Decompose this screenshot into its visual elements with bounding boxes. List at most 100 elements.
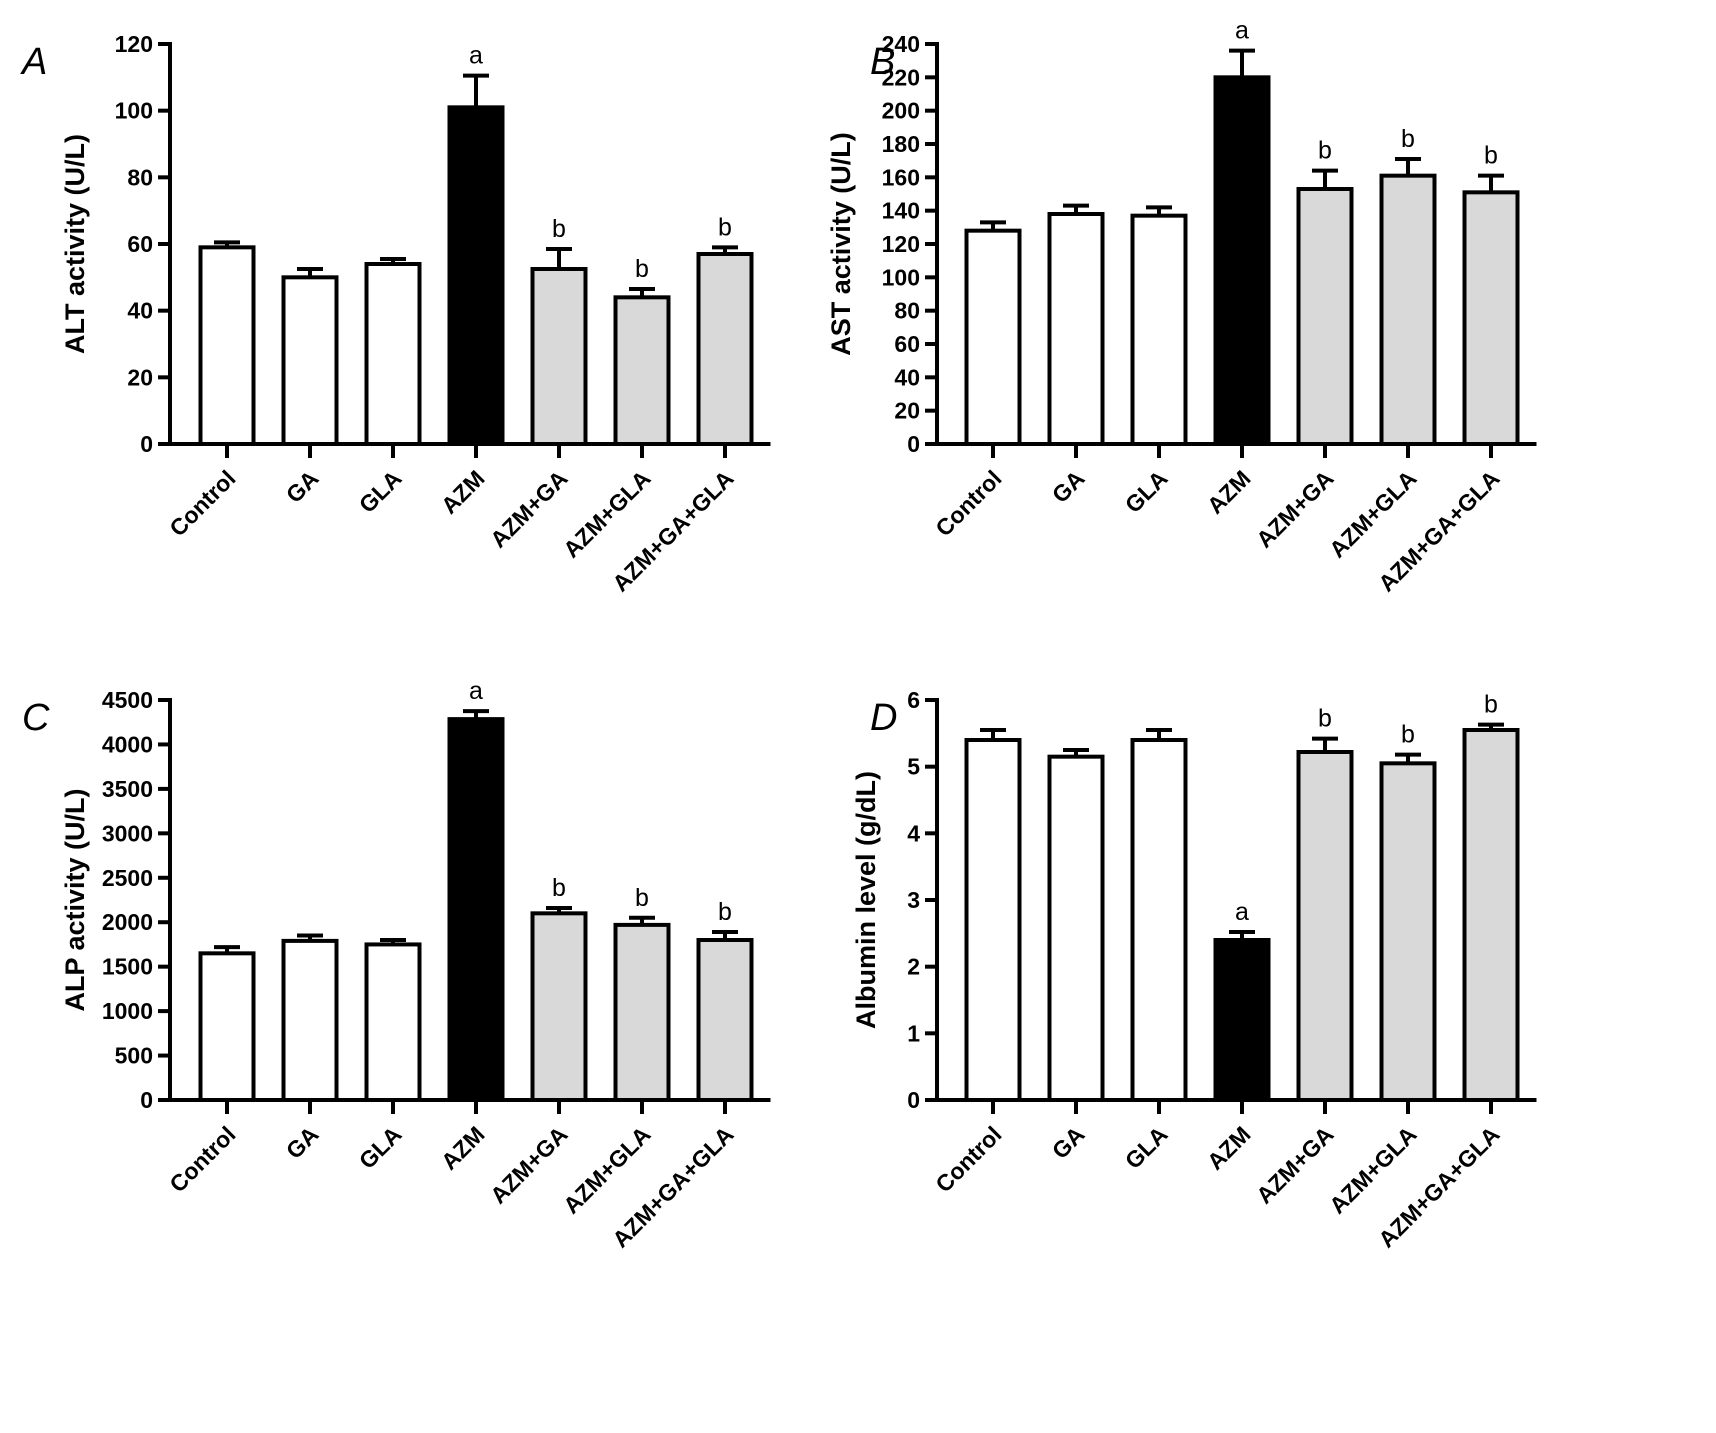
x-tick-label: AZM+GA	[485, 465, 573, 553]
bar	[364, 262, 422, 446]
significance-label: a	[1235, 17, 1249, 45]
significance-label: b	[1484, 142, 1498, 170]
x-tick-label: GLA	[1120, 465, 1173, 518]
x-tick-label: GLA	[354, 465, 407, 518]
x-tick-label: GLA	[354, 1121, 407, 1174]
bar	[1296, 750, 1354, 1102]
bar	[198, 951, 256, 1102]
panel-a-alt: A ALT activity (U/L) Control GA GLA a AZM b AZM+…	[20, 31, 771, 596]
panel-letter: D	[870, 697, 897, 739]
bar	[1462, 190, 1520, 446]
bar	[1379, 761, 1437, 1102]
y-tick-label: 0	[140, 431, 153, 457]
x-tick-label: AZM+GA	[1251, 1121, 1339, 1209]
bar	[447, 105, 505, 446]
bar	[696, 252, 754, 446]
y-tick-label: 0	[907, 431, 920, 457]
y-tick-label: 0	[907, 1087, 920, 1113]
bar	[1047, 212, 1105, 446]
y-tick-label: 120	[882, 231, 920, 257]
panel-b-ast: B AST activity (U/L) Control GA GLA a AZM b AZM+…	[826, 17, 1537, 596]
bar	[281, 275, 339, 447]
significance-label: b	[1318, 705, 1332, 733]
x-tick-label: Control	[930, 465, 1006, 541]
y-tick-label: 2500	[102, 865, 153, 891]
significance-label: b	[552, 874, 566, 902]
bar	[530, 267, 588, 446]
significance-label: b	[1484, 691, 1498, 719]
significance-label: b	[635, 255, 649, 283]
significance-label: b	[718, 898, 732, 926]
x-tick-label: GA	[281, 1121, 324, 1164]
x-tick-label: Control	[164, 465, 240, 541]
y-tick-label: 140	[882, 198, 920, 224]
x-tick-label: AZM	[436, 465, 490, 519]
bar	[447, 717, 505, 1102]
y-tick-label: 2000	[102, 909, 153, 935]
significance-label: b	[635, 884, 649, 912]
panel-letter: B	[870, 41, 895, 83]
y-tick-label: 0	[140, 1087, 153, 1113]
x-tick-label: GLA	[1120, 1121, 1173, 1174]
bar	[364, 942, 422, 1103]
bar	[964, 738, 1022, 1102]
bar	[613, 295, 671, 447]
y-tick-label: 4500	[102, 687, 153, 713]
y-axis-title: ALT activity (U/L)	[60, 134, 90, 354]
x-tick-label: GA	[1047, 465, 1090, 508]
bar	[696, 938, 754, 1102]
bar	[1130, 213, 1188, 446]
significance-label: b	[1401, 125, 1415, 153]
panel-letter: A	[20, 41, 47, 83]
significance-label: a	[1235, 898, 1249, 926]
x-tick-label: AZM+GA	[485, 1121, 573, 1209]
y-tick-label: 240	[882, 31, 920, 57]
y-tick-label: 2	[907, 954, 920, 980]
panel-c-alp: C ALP activity (U/L) Control GA GLA a AZM b AZM+…	[22, 677, 771, 1252]
y-tick-label: 1000	[102, 998, 153, 1024]
bar	[1047, 754, 1105, 1103]
significance-label: b	[1318, 137, 1332, 165]
x-tick-label: AZM	[1202, 465, 1256, 519]
significance-label: b	[552, 215, 566, 243]
y-tick-label: 1500	[102, 954, 153, 980]
y-tick-label: 60	[127, 231, 153, 257]
y-tick-label: 40	[894, 364, 920, 390]
y-tick-label: 500	[115, 1043, 153, 1069]
x-tick-label: GA	[281, 465, 324, 508]
y-tick-label: 80	[127, 164, 153, 190]
y-axis-title: Albumin level (g/dL)	[851, 771, 881, 1029]
significance-label: a	[469, 677, 483, 705]
x-tick-label: Control	[930, 1121, 1006, 1197]
y-tick-label: 100	[882, 264, 920, 290]
bar	[613, 922, 671, 1103]
y-tick-label: 100	[115, 98, 153, 124]
x-tick-label: GA	[1047, 1121, 1090, 1164]
y-tick-label: 3000	[102, 820, 153, 846]
y-tick-label: 3500	[102, 776, 153, 802]
y-tick-label: 4000	[102, 731, 153, 757]
y-tick-label: 20	[894, 398, 920, 424]
y-tick-label: 80	[894, 298, 920, 324]
y-tick-label: 120	[115, 31, 153, 57]
bar	[1213, 938, 1271, 1102]
x-tick-label: Control	[164, 1121, 240, 1197]
bar	[964, 228, 1022, 446]
y-tick-label: 3	[907, 887, 920, 913]
y-tick-label: 220	[882, 64, 920, 90]
bar	[530, 911, 588, 1102]
y-axis-title: AST activity (U/L)	[826, 132, 856, 356]
y-tick-label: 1	[907, 1020, 920, 1046]
panel-letter: C	[22, 697, 50, 739]
y-tick-label: 20	[127, 364, 153, 390]
significance-label: a	[469, 42, 483, 70]
bar	[1130, 738, 1188, 1102]
bar	[1462, 728, 1520, 1102]
x-tick-label: AZM+GA	[1251, 465, 1339, 553]
x-tick-label: AZM	[436, 1121, 490, 1175]
y-tick-label: 5	[907, 754, 920, 780]
bar	[281, 938, 339, 1103]
bar	[1296, 187, 1354, 446]
y-tick-label: 6	[907, 687, 920, 713]
y-tick-label: 180	[882, 131, 920, 157]
